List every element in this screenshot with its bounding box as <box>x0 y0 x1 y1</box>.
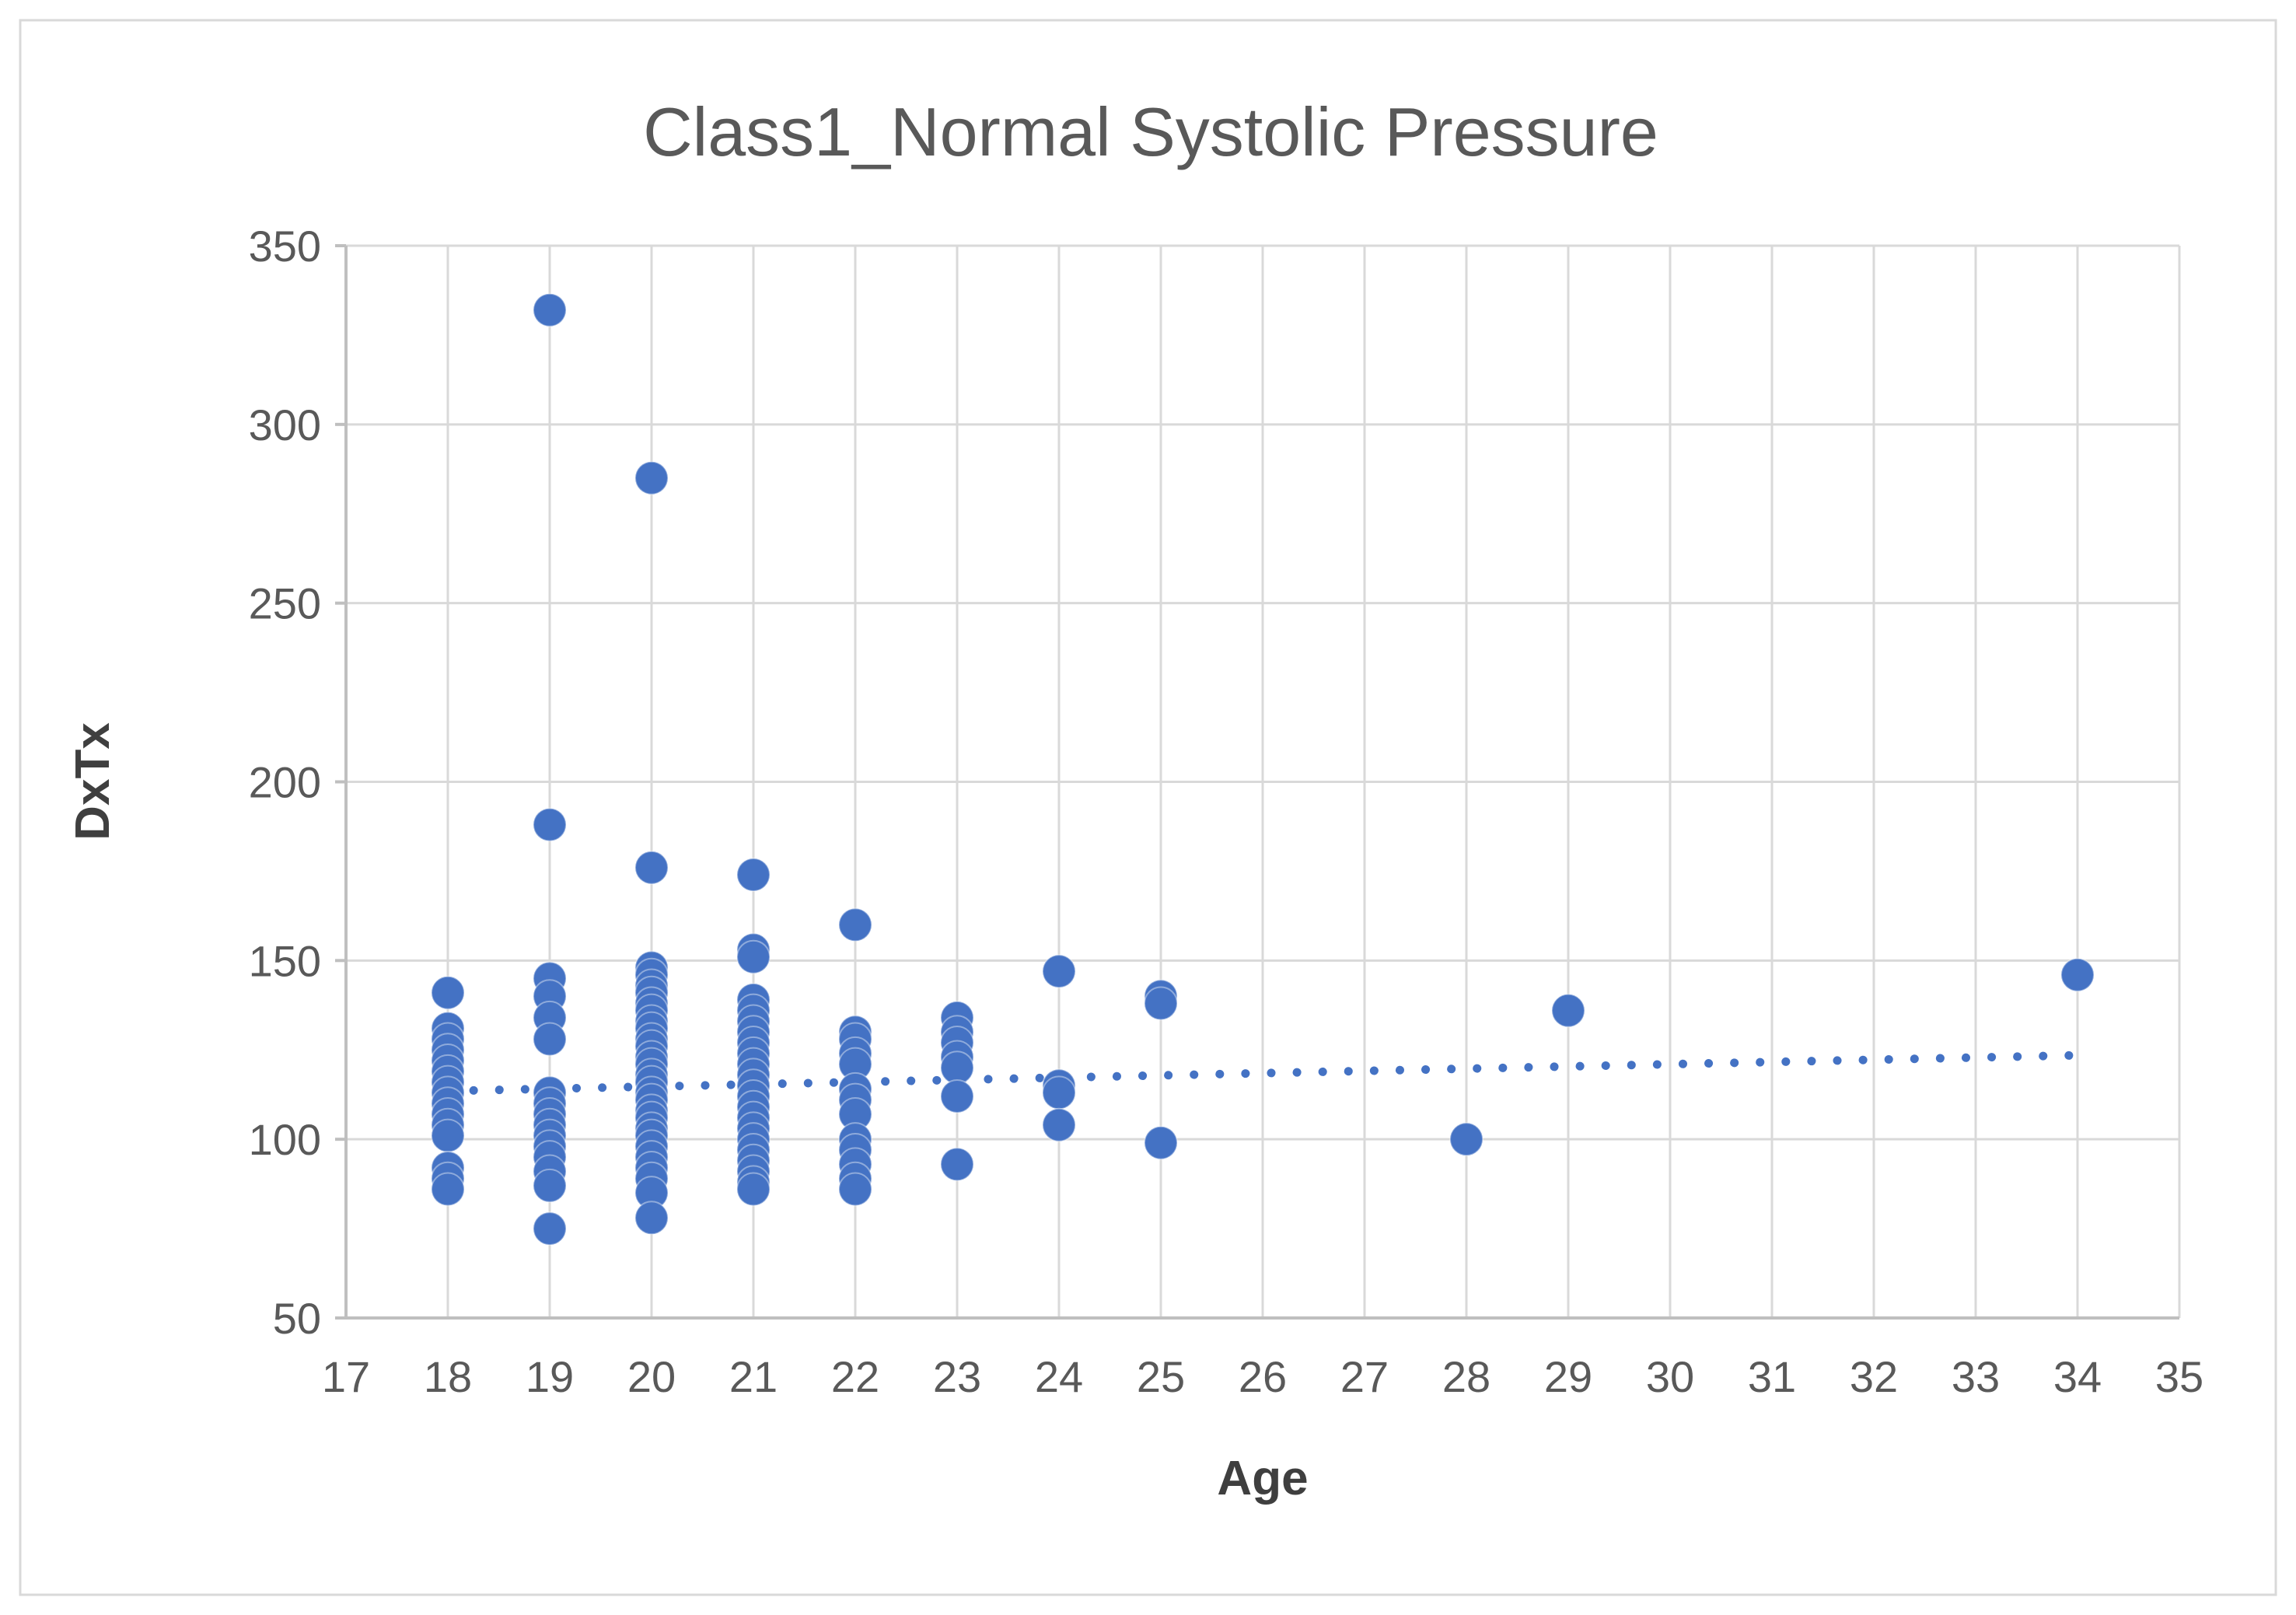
data-point[interactable] <box>533 1211 567 1246</box>
x-tick-label-21: 21 <box>729 1352 778 1401</box>
x-tick-label-35: 35 <box>2155 1352 2203 1401</box>
x-tick-label-32: 32 <box>1850 1352 1898 1401</box>
data-point[interactable] <box>736 1172 771 1207</box>
data-point[interactable] <box>634 850 669 885</box>
x-tick-label-24: 24 <box>1035 1352 1083 1401</box>
data-point[interactable] <box>2060 957 2095 992</box>
data-point[interactable] <box>838 907 872 942</box>
x-tick-label-25: 25 <box>1137 1352 1185 1401</box>
data-point[interactable] <box>533 292 567 327</box>
y-tick-label-250: 250 <box>249 579 321 628</box>
data-point[interactable] <box>431 975 465 1010</box>
data-point[interactable] <box>533 807 567 842</box>
data-point[interactable] <box>1551 993 1585 1028</box>
chart-title: Class1_Normal Systolic Pressure <box>643 93 1658 170</box>
data-point[interactable] <box>736 858 771 893</box>
x-tick-label-20: 20 <box>627 1352 676 1401</box>
x-tick-label-17: 17 <box>322 1352 370 1401</box>
y-tick-label-200: 200 <box>249 758 321 807</box>
data-point[interactable] <box>533 1168 567 1203</box>
plot-area: 50 100 150 200 250 300 350 17 18 19 20 21 22 23 24 25 26… <box>249 222 2204 1401</box>
data-point[interactable] <box>1042 1107 1076 1142</box>
x-tick-label-29: 29 <box>1544 1352 1592 1401</box>
y-axis-title: DxTx <box>66 722 120 841</box>
data-point[interactable] <box>940 1050 974 1085</box>
x-tick-label-34: 34 <box>2053 1352 2102 1401</box>
data-point[interactable] <box>634 460 669 495</box>
data-point[interactable] <box>1042 954 1076 989</box>
data-point[interactable] <box>1042 1075 1076 1110</box>
x-tick-label-18: 18 <box>424 1352 472 1401</box>
data-point[interactable] <box>1449 1122 1483 1157</box>
data-point[interactable] <box>431 1172 465 1207</box>
data-point[interactable] <box>940 1079 974 1114</box>
data-point[interactable] <box>736 939 771 974</box>
y-tick-label-150: 150 <box>249 936 321 985</box>
y-tick-label-50: 50 <box>273 1294 321 1343</box>
x-tick-label-30: 30 <box>1646 1352 1694 1401</box>
chart-border <box>19 19 2277 1596</box>
y-tick-label-300: 300 <box>249 400 321 449</box>
x-tick-label-33: 33 <box>1952 1352 2000 1401</box>
x-tick-label-23: 23 <box>933 1352 981 1401</box>
y-tick-label-350: 350 <box>249 222 321 271</box>
x-tick-label-26: 26 <box>1239 1352 1287 1401</box>
x-tick-label-28: 28 <box>1442 1352 1490 1401</box>
x-tick-label-27: 27 <box>1340 1352 1389 1401</box>
data-point[interactable] <box>431 1118 465 1153</box>
data-point[interactable] <box>533 1022 567 1057</box>
data-point[interactable] <box>1144 1125 1178 1160</box>
y-tick-label-100: 100 <box>249 1115 321 1164</box>
x-axis-title: Age <box>1217 1452 1308 1505</box>
data-point[interactable] <box>634 1201 669 1236</box>
data-point[interactable] <box>838 1172 872 1207</box>
data-point[interactable] <box>1144 986 1178 1021</box>
x-tick-label-31: 31 <box>1748 1352 1796 1401</box>
x-tick-label-22: 22 <box>831 1352 879 1401</box>
x-tick-label-19: 19 <box>526 1352 574 1401</box>
data-point[interactable] <box>940 1147 974 1182</box>
